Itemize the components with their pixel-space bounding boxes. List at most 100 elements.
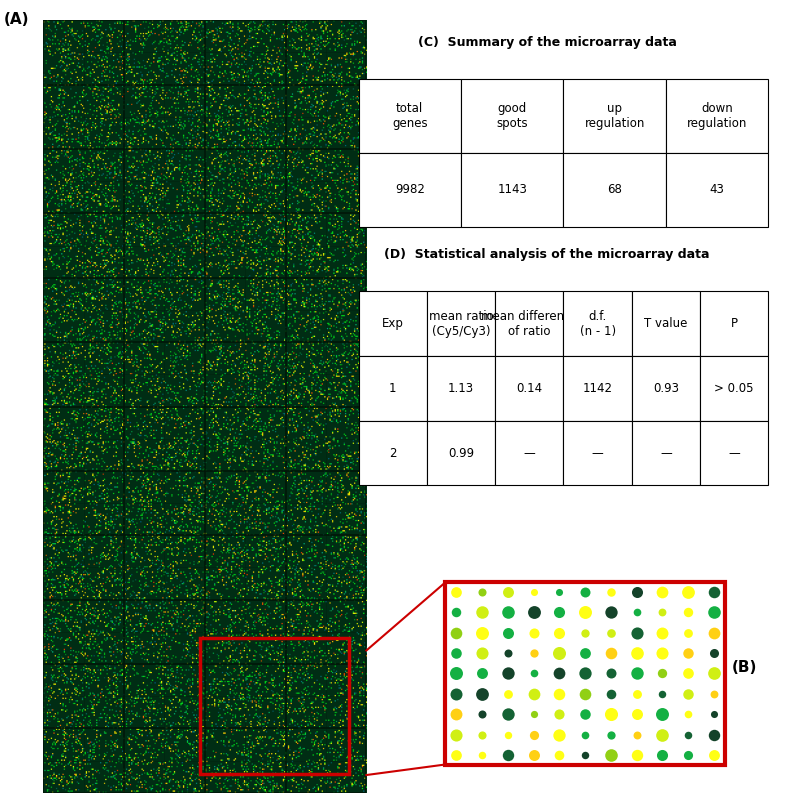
Point	[502, 688, 515, 701]
Point	[630, 646, 643, 659]
Point	[553, 667, 566, 680]
Point	[708, 708, 720, 721]
Text: (A): (A)	[4, 12, 29, 28]
Point	[476, 606, 489, 619]
Point	[630, 585, 643, 598]
Point	[682, 646, 694, 659]
Point	[527, 728, 540, 741]
Point	[630, 708, 643, 721]
Point	[502, 646, 515, 659]
Point	[656, 728, 668, 741]
Point	[630, 626, 643, 639]
Point	[630, 667, 643, 680]
Point	[527, 585, 540, 598]
Point	[578, 646, 591, 659]
Point	[450, 749, 463, 762]
Point	[450, 606, 463, 619]
Point	[553, 749, 566, 762]
Point	[553, 728, 566, 741]
Point	[682, 708, 694, 721]
Point	[502, 749, 515, 762]
Text: (D)  Statistical analysis of the microarray data: (D) Statistical analysis of the microarr…	[385, 248, 710, 260]
Point	[656, 749, 668, 762]
Point	[450, 626, 463, 639]
Point	[527, 667, 540, 680]
Point	[578, 708, 591, 721]
Point	[656, 646, 668, 659]
Point	[450, 708, 463, 721]
Point	[527, 688, 540, 701]
Point	[527, 749, 540, 762]
Point	[450, 646, 463, 659]
Text: (C)  Summary of the microarray data: (C) Summary of the microarray data	[418, 36, 676, 49]
Point	[476, 646, 489, 659]
Point	[604, 688, 617, 701]
Point	[502, 708, 515, 721]
Point	[476, 708, 489, 721]
Point	[553, 606, 566, 619]
Point	[682, 749, 694, 762]
Point	[682, 606, 694, 619]
Point	[604, 606, 617, 619]
Point	[553, 708, 566, 721]
Point	[476, 585, 489, 598]
Point	[527, 606, 540, 619]
Point	[502, 606, 515, 619]
Point	[708, 585, 720, 598]
Point	[450, 728, 463, 741]
Point	[708, 728, 720, 741]
Point	[708, 606, 720, 619]
Point	[604, 749, 617, 762]
Point	[476, 626, 489, 639]
Point	[527, 626, 540, 639]
Point	[604, 667, 617, 680]
Point	[656, 708, 668, 721]
Point	[578, 585, 591, 598]
Point	[476, 688, 489, 701]
Point	[682, 585, 694, 598]
Point	[682, 626, 694, 639]
Point	[578, 606, 591, 619]
Point	[502, 585, 515, 598]
Point	[527, 708, 540, 721]
Point	[578, 688, 591, 701]
Point	[708, 667, 720, 680]
Point	[578, 749, 591, 762]
Point	[476, 728, 489, 741]
Point	[450, 667, 463, 680]
Point	[553, 585, 566, 598]
Point	[578, 667, 591, 680]
Point	[682, 667, 694, 680]
Point	[656, 606, 668, 619]
Point	[656, 688, 668, 701]
Point	[553, 626, 566, 639]
Point	[708, 646, 720, 659]
Point	[527, 646, 540, 659]
Point	[450, 585, 463, 598]
Point	[450, 688, 463, 701]
Point	[604, 708, 617, 721]
Point	[553, 646, 566, 659]
Point	[604, 626, 617, 639]
Point	[604, 585, 617, 598]
Point	[476, 749, 489, 762]
Point	[578, 626, 591, 639]
Point	[656, 667, 668, 680]
Point	[656, 626, 668, 639]
Point	[604, 646, 617, 659]
Text: (B): (B)	[731, 660, 756, 675]
Point	[630, 688, 643, 701]
Point	[630, 728, 643, 741]
Point	[578, 728, 591, 741]
Point	[553, 688, 566, 701]
Point	[476, 667, 489, 680]
Point	[656, 585, 668, 598]
Point	[502, 728, 515, 741]
Point	[682, 728, 694, 741]
Point	[502, 667, 515, 680]
Point	[708, 749, 720, 762]
Point	[630, 749, 643, 762]
Point	[708, 688, 720, 701]
Point	[630, 606, 643, 619]
Point	[604, 728, 617, 741]
